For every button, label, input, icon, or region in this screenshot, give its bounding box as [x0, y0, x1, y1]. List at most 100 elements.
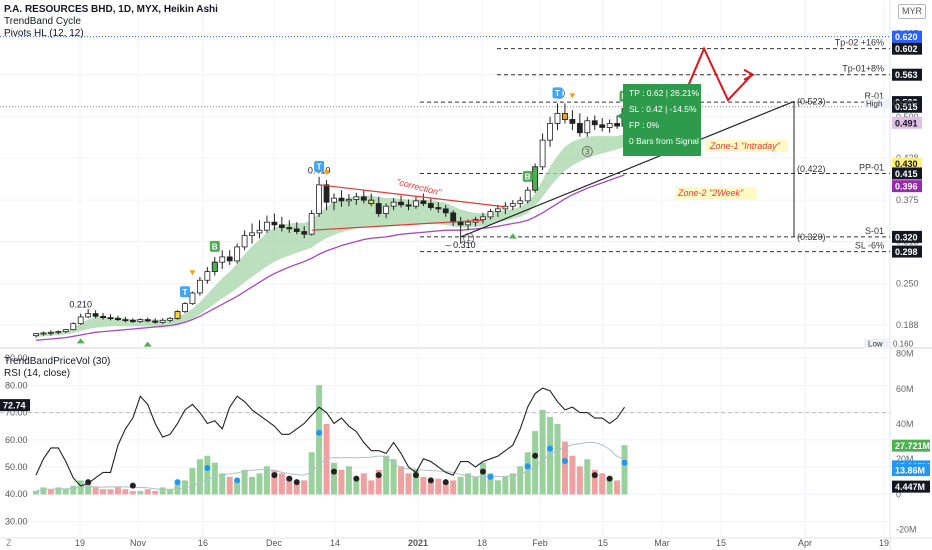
signal-tag-label: B	[212, 242, 218, 251]
vol-tick-label: 20M	[896, 454, 914, 464]
candle-down	[107, 317, 114, 320]
price-tag-label: 0.620	[895, 32, 918, 42]
candle-up	[331, 197, 337, 203]
volume-bar	[144, 489, 151, 495]
pivot-label: 0.210	[69, 300, 92, 310]
volume-signal-dot	[234, 477, 241, 484]
volume-bar	[435, 478, 442, 495]
candle-up	[539, 139, 546, 168]
level-label: PP-01	[859, 162, 884, 172]
legend-indicator-2[interactable]: Pivots HL (12, 12)	[4, 28, 84, 39]
vol-tick-label: 80M	[896, 349, 914, 359]
wave-label: 3	[585, 147, 590, 156]
volume-bar	[480, 462, 486, 495]
zone-1-box	[706, 140, 788, 152]
volume-bar	[412, 469, 419, 495]
price-tag	[892, 116, 922, 129]
candle-down	[442, 208, 449, 214]
x-tick-label: 18	[477, 538, 487, 548]
high-chip-label: High	[866, 99, 882, 108]
x-tick-label: Mar	[654, 538, 670, 548]
volume-bar	[457, 476, 464, 495]
sell-arrow	[189, 270, 196, 276]
volume-bar	[554, 424, 561, 495]
volume-signal-dot	[174, 479, 181, 486]
up-triangle	[143, 341, 152, 347]
volume-value-tag	[892, 439, 930, 452]
volume-bar	[316, 385, 323, 495]
volume-signal-dot	[412, 472, 419, 479]
vol-tick-label: -20M	[896, 525, 917, 535]
candle-up	[554, 113, 561, 124]
candle-down	[450, 212, 457, 223]
volume-signal-dot	[524, 463, 531, 470]
legend-lower-2[interactable]: RSI (14, close)	[4, 368, 71, 379]
candle-up	[85, 313, 92, 318]
candle-down	[122, 319, 129, 322]
candle-down	[115, 317, 121, 321]
x-tick-label: 15	[716, 538, 726, 548]
volume-bar	[606, 476, 613, 495]
signal-box	[617, 84, 701, 156]
volume-signal-dot	[606, 475, 613, 482]
legend-indicator-1[interactable]: TrendBand Cycle	[4, 16, 81, 27]
candle-down	[614, 123, 620, 127]
price-tag-label: 0.320	[895, 232, 918, 242]
trend-band	[36, 134, 625, 337]
x-tick-label: 16	[198, 538, 208, 548]
volume-bar	[338, 469, 345, 495]
volume-bar	[360, 473, 367, 495]
rsi-value-tag	[0, 399, 30, 412]
candle-up	[383, 205, 390, 214]
legend-lower-1[interactable]: TrendBandPriceVol (30)	[4, 356, 111, 367]
candle-up	[256, 229, 263, 234]
volume-signal-dot	[532, 452, 539, 459]
volume-signal-dot	[331, 468, 337, 475]
volume-bar	[390, 459, 397, 495]
volume-bar	[532, 431, 539, 495]
candle-up	[137, 319, 144, 323]
candle-up	[390, 201, 397, 207]
price-tag-label: 0.298	[895, 247, 918, 257]
candle-highlight	[174, 311, 181, 319]
candle-down	[144, 319, 151, 322]
up-triangle	[508, 233, 517, 239]
candle-up	[524, 189, 531, 202]
volume-bar	[33, 490, 39, 495]
level-label: Tp-01+8%	[842, 64, 884, 74]
sell-arrow	[323, 170, 330, 176]
signal-text: SL : 0.42 | -14.5%	[629, 104, 697, 114]
volume-bar	[539, 409, 546, 495]
volume-bar	[100, 489, 107, 495]
volume-bar	[547, 416, 554, 495]
candle-up	[241, 235, 248, 248]
signal-tag-label: T	[555, 89, 560, 98]
volume-bar	[137, 490, 144, 495]
rsi-tick-label: 80.00	[5, 380, 28, 390]
signal-tag-label: T	[317, 162, 322, 171]
price-tag	[892, 42, 922, 55]
volume-bar	[234, 480, 241, 495]
legend-symbol: P.A. RESOURCES BHD, 1D, MYX, Heikin Ashi	[4, 4, 218, 16]
vol-tick-label: 0	[896, 489, 901, 499]
buy-tag	[522, 170, 533, 182]
candle-up	[509, 203, 516, 207]
volume-bar	[211, 462, 218, 495]
volume-bar	[256, 473, 263, 495]
volume-bar	[442, 483, 449, 495]
price-tag-label: 0.396	[895, 182, 918, 192]
bracket-label: (0.320)	[797, 232, 826, 242]
volume-value-tag	[892, 480, 930, 493]
candle-down	[427, 203, 434, 208]
candle-up	[40, 332, 47, 335]
candle-down	[92, 313, 99, 317]
price-tag	[892, 230, 922, 243]
candle-down	[569, 119, 576, 124]
candle-up	[345, 199, 352, 202]
candle-up	[159, 319, 166, 323]
volume-bar	[286, 476, 293, 495]
level-label: R-01	[864, 91, 884, 101]
candle-down	[301, 231, 308, 235]
currency-badge[interactable]: MYR	[898, 4, 926, 19]
